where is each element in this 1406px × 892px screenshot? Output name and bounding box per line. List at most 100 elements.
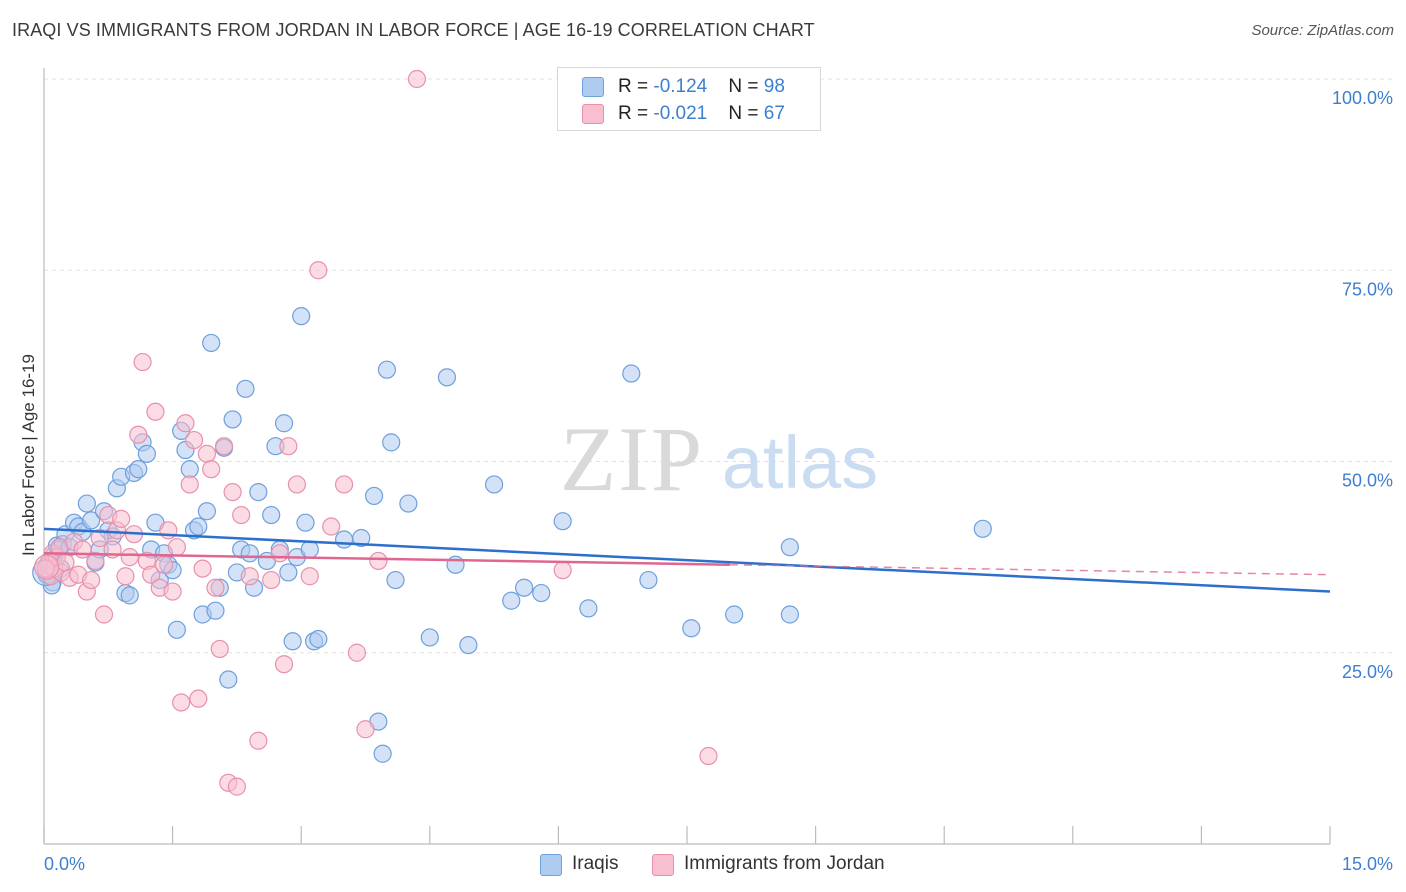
data-point-jordan (193, 559, 212, 578)
data-point-jordan (129, 425, 148, 444)
axes (43, 68, 1331, 845)
source-label: Source: ZipAtlas.com (1251, 22, 1394, 39)
legend-n-label: N = (728, 76, 764, 97)
data-point-iraqis (129, 460, 148, 479)
data-point-iraqis (197, 502, 216, 521)
data-point-iraqis (206, 601, 225, 620)
data-point-jordan (334, 475, 354, 494)
data-point-iraqis (249, 483, 268, 502)
data-point-jordan (180, 475, 199, 494)
data-point-iraqis (236, 379, 255, 398)
chart-title: IRAQI VS IMMIGRANTS FROM JORDAN IN LABOR… (12, 20, 815, 40)
data-point-jordan (262, 570, 281, 590)
data-point-jordan (553, 561, 572, 580)
y-tick-label: 75.0% (1342, 279, 1393, 299)
watermark: ZIP atlas (560, 408, 878, 510)
data-point-iraqis (167, 620, 186, 639)
data-point-iraqis (420, 628, 439, 647)
data-point-jordan (133, 352, 152, 372)
y-tick-label: 100.0% (1332, 88, 1393, 108)
data-point-jordan (116, 567, 135, 586)
trend-line-iraqis (43, 527, 1331, 593)
data-point-iraqis (399, 494, 418, 513)
data-point-jordan (120, 548, 139, 567)
data-point-jordan (184, 430, 204, 450)
data-point-iraqis (296, 513, 315, 532)
data-point-iraqis (459, 635, 478, 655)
bottom-legend-label-iraqis: Iraqis (572, 853, 619, 874)
y-tick-label: 25.0% (1342, 662, 1393, 682)
data-point-jordan (176, 414, 195, 433)
trend-lines (43, 527, 1331, 593)
data-point-iraqis (515, 578, 534, 597)
data-point-iraqis (120, 586, 139, 605)
data-point-jordan (163, 582, 182, 601)
data-point-iraqis (725, 605, 744, 624)
legend-n-value: 67 (763, 103, 785, 124)
series-jordan (33, 69, 718, 796)
data-point-jordan (142, 565, 161, 584)
watermark-zip: ZIP (560, 408, 704, 510)
data-point-iraqis (352, 528, 371, 548)
data-point-jordan (322, 517, 341, 536)
legend-n-value: 98 (763, 76, 785, 97)
x-tick-label: 15.0% (1342, 854, 1393, 874)
data-point-iraqis (137, 444, 156, 463)
data-point-iraqis (77, 494, 96, 513)
bottom-legend-swatch-jordan (652, 854, 674, 876)
data-point-iraqis (682, 619, 701, 638)
legend-swatch-iraqis (582, 77, 604, 97)
data-point-jordan (94, 605, 114, 624)
gridlines (44, 78, 1392, 654)
data-point-iraqis (485, 475, 504, 494)
trend-line-jordan-dashed (729, 563, 1331, 576)
data-point-iraqis (364, 486, 384, 506)
data-point-iraqis (309, 629, 328, 649)
data-point-jordan (202, 460, 221, 479)
data-point-iraqis (377, 360, 397, 379)
data-point-iraqis (437, 368, 457, 387)
data-point-iraqis (973, 519, 992, 538)
data-point-iraqis (223, 410, 242, 429)
tick-labels: 25.0% 50.0% 75.0% 100.0% 0.0% 15.0% (44, 88, 1393, 874)
trend-line-jordan (43, 552, 730, 566)
legend-n-label: N = (728, 103, 764, 124)
data-point-jordan (279, 437, 298, 456)
bottom-legend-label-jordan: Immigrants from Jordan (684, 853, 885, 874)
data-point-iraqis (279, 563, 298, 582)
data-point-jordan (56, 553, 75, 572)
data-point-jordan (347, 643, 367, 662)
data-point-jordan (287, 475, 307, 494)
data-point-iraqis (780, 538, 799, 557)
data-point-iraqis (639, 570, 658, 590)
data-point-jordan (86, 551, 105, 571)
data-point-jordan (227, 777, 246, 796)
data-point-iraqis (240, 544, 259, 563)
data-point-jordan (112, 509, 131, 528)
data-point-jordan (369, 551, 388, 571)
data-point-iraqis (373, 744, 392, 763)
data-point-jordan (189, 689, 208, 708)
data-point-iraqis (579, 599, 598, 618)
data-point-jordan (300, 567, 319, 586)
data-point-iraqis (82, 511, 101, 530)
data-point-iraqis (189, 517, 208, 536)
data-point-jordan (407, 69, 427, 89)
data-point-jordan (154, 555, 174, 574)
data-point-jordan (214, 437, 234, 456)
y-tick-label: 50.0% (1342, 471, 1393, 491)
data-point-jordan (90, 528, 109, 548)
data-point-jordan (274, 655, 294, 674)
data-point-iraqis (202, 333, 221, 353)
data-point-jordan (210, 639, 229, 659)
data-point-jordan (249, 731, 268, 750)
data-point-iraqis (780, 605, 799, 624)
data-point-iraqis (292, 307, 311, 326)
data-point-jordan (172, 693, 191, 712)
data-point-jordan (356, 720, 375, 739)
data-point-jordan (270, 544, 289, 563)
data-point-iraqis (283, 632, 302, 651)
data-point-jordan-cluster (33, 554, 60, 580)
data-point-iraqis (382, 433, 401, 452)
